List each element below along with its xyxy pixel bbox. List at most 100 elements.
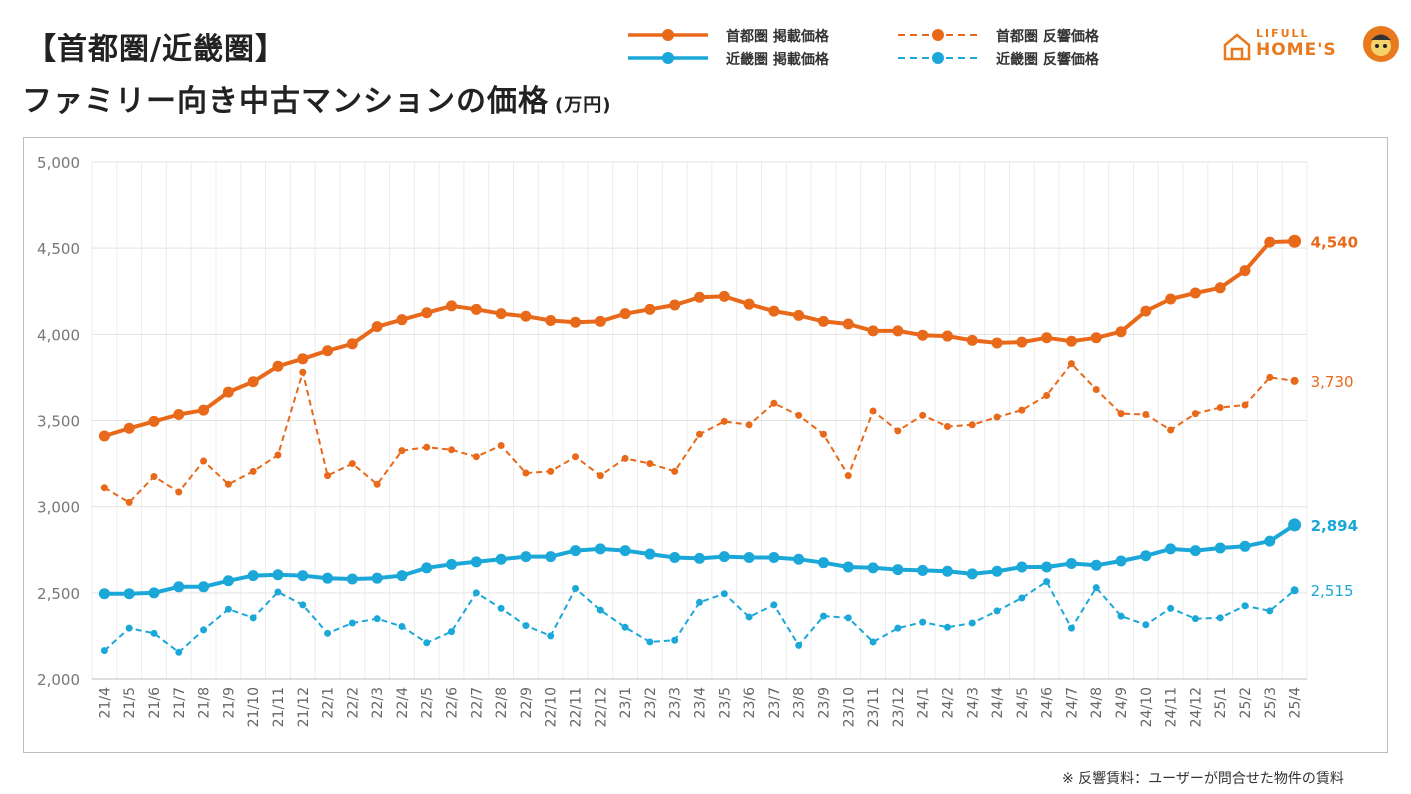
data-point xyxy=(1288,518,1302,532)
x-tick-label: 22/11 xyxy=(569,687,585,727)
data-point xyxy=(594,315,606,327)
data-point xyxy=(1041,332,1053,344)
page-title: 【首都圏/近畿圏】 xyxy=(26,32,286,67)
data-point xyxy=(200,457,208,465)
data-point xyxy=(968,421,976,429)
data-point xyxy=(423,639,431,647)
data-point xyxy=(1065,558,1077,570)
x-tick-label: 23/6 xyxy=(742,687,758,719)
data-point xyxy=(1264,535,1276,547)
data-point xyxy=(844,472,852,480)
data-point xyxy=(421,562,433,574)
data-point xyxy=(322,345,334,357)
data-point xyxy=(1241,401,1249,409)
data-point xyxy=(941,565,953,577)
data-point xyxy=(495,553,507,565)
data-point xyxy=(1191,615,1199,623)
data-point xyxy=(919,618,927,626)
legend-swatch-dashed-blue xyxy=(898,52,978,64)
data-point xyxy=(621,454,629,462)
data-point xyxy=(768,305,780,317)
data-point xyxy=(619,308,631,320)
data-point xyxy=(150,629,158,637)
x-tick-label: 22/8 xyxy=(494,687,510,718)
x-tick-label: 22/2 xyxy=(345,687,361,718)
chart-subtitle: ファミリー向き中古マンションの価格 (万円) xyxy=(22,76,611,120)
x-tick-label: 23/4 xyxy=(693,687,709,719)
data-point xyxy=(570,545,582,557)
data-point xyxy=(1041,561,1053,573)
y-tick-label: 5,000 xyxy=(37,154,80,172)
data-point xyxy=(1189,287,1201,299)
data-point xyxy=(396,570,408,582)
mascot-icon xyxy=(1363,26,1399,62)
data-point xyxy=(892,564,904,576)
x-tick-label: 22/6 xyxy=(445,687,461,719)
legend-swatch-solid-orange xyxy=(628,29,708,41)
data-point xyxy=(844,614,852,622)
data-point xyxy=(770,601,778,609)
data-point xyxy=(1290,376,1299,385)
end-value-label: 2,515 xyxy=(1311,582,1354,600)
data-point xyxy=(968,619,976,627)
data-point xyxy=(547,632,555,640)
data-point xyxy=(346,573,358,585)
data-point xyxy=(917,564,929,576)
data-point xyxy=(1117,410,1125,418)
data-point xyxy=(966,334,978,346)
data-point xyxy=(1090,559,1102,571)
data-point xyxy=(497,441,505,449)
chart-legend: 首都圏 掲載価格 近畿圏 掲載価格 首都圏 反響価格 近畿圏 反響価格 xyxy=(620,20,1140,70)
data-point xyxy=(446,300,458,312)
legend-label: 近畿圏 反響価格 xyxy=(996,52,1099,68)
data-point xyxy=(272,569,284,581)
data-point xyxy=(100,647,108,655)
x-tick-label: 23/8 xyxy=(792,687,808,718)
data-point xyxy=(297,353,309,365)
data-point xyxy=(222,575,234,587)
x-tick-label: 22/12 xyxy=(593,687,609,727)
x-tick-label: 24/2 xyxy=(940,687,956,718)
data-point xyxy=(720,417,728,425)
data-point xyxy=(324,472,332,480)
x-tick-label: 25/4 xyxy=(1288,687,1304,719)
data-point xyxy=(793,309,805,321)
logo-text-top: LIFULL xyxy=(1256,27,1310,40)
data-point xyxy=(1288,234,1302,248)
data-point xyxy=(694,291,705,303)
data-point xyxy=(324,629,332,637)
data-point xyxy=(125,498,133,506)
data-point xyxy=(299,368,307,376)
x-tick-label: 24/8 xyxy=(1089,687,1105,718)
x-tick-label: 22/5 xyxy=(420,687,436,718)
data-point xyxy=(371,572,383,584)
x-tick-label: 24/1 xyxy=(916,687,932,718)
legend-label: 首都圏 掲載価格 xyxy=(726,29,829,45)
data-point xyxy=(696,598,703,606)
data-point xyxy=(150,473,158,481)
data-point xyxy=(297,570,309,582)
x-tick-label: 21/4 xyxy=(97,687,113,719)
x-tick-label: 21/12 xyxy=(296,687,312,727)
x-tick-label: 23/2 xyxy=(643,687,659,718)
data-point xyxy=(1189,545,1201,557)
data-point xyxy=(198,404,210,416)
x-tick-label: 24/5 xyxy=(1015,687,1031,718)
data-point xyxy=(1167,604,1175,612)
data-point xyxy=(966,568,978,580)
data-point xyxy=(646,638,654,646)
x-tick-label: 24/10 xyxy=(1139,687,1155,727)
data-point xyxy=(919,411,927,419)
data-point xyxy=(743,552,755,564)
data-point xyxy=(795,411,803,419)
data-point xyxy=(520,310,532,322)
data-point xyxy=(272,360,284,372)
data-point xyxy=(669,299,681,311)
legend-label: 首都圏 反響価格 xyxy=(996,29,1099,45)
data-point xyxy=(943,423,951,431)
data-point xyxy=(224,605,232,613)
data-point xyxy=(770,399,778,407)
x-tick-label: 23/12 xyxy=(891,687,907,727)
data-point xyxy=(1216,404,1224,412)
data-point xyxy=(1043,392,1051,400)
